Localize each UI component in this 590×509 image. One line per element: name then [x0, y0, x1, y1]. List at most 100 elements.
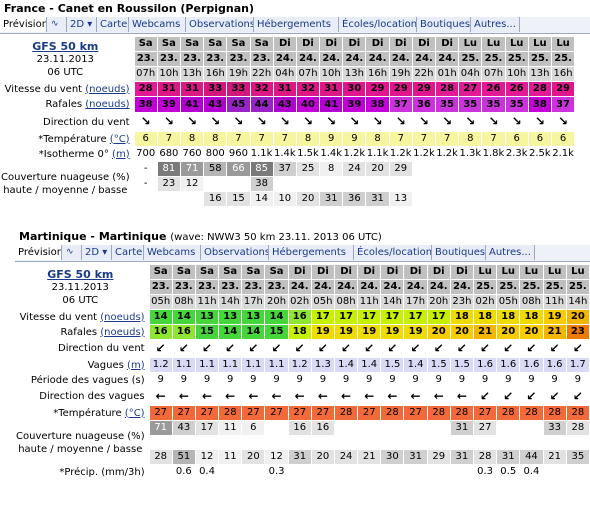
direction-cell: ↘ — [135, 113, 157, 131]
waves-value: 1.1 — [195, 358, 219, 372]
tab-boutiques[interactable]: Boutiques — [417, 17, 471, 32]
tab-autres[interactable]: Autres... — [471, 17, 520, 32]
cloud-high-value — [505, 162, 528, 176]
tab-2d[interactable]: 2D ▾ — [67, 17, 97, 32]
day-date: 24. — [320, 52, 343, 66]
cloud-mid-value: 23 — [157, 177, 180, 191]
wind-label-unit-link[interactable]: (noeuds) — [100, 311, 145, 323]
wind-label-unit-link[interactable]: (noeuds) — [85, 83, 130, 95]
tab-webcams[interactable]: Webcams — [129, 17, 186, 32]
temperature-value: 8 — [459, 132, 482, 146]
temperature-value: 27 — [172, 406, 195, 420]
tab-boutiques[interactable]: Boutiques — [432, 245, 486, 260]
precipitation-value — [289, 465, 311, 479]
temp-label-unit-link[interactable]: (°C) — [109, 133, 130, 145]
forecast-hour: 20h — [265, 295, 288, 309]
cloud-high-value: 25 — [296, 162, 320, 176]
direction-cell: ↙ — [520, 388, 542, 405]
tab-webcams[interactable]: Webcams — [144, 245, 201, 260]
tab-2d[interactable]: 2D ▾ — [82, 245, 112, 260]
tab-prevision[interactable]: Prévision — [15, 245, 62, 260]
wind-speed-value: 26 — [482, 82, 505, 96]
arrow-left-icon: ← — [387, 388, 398, 403]
direction-cell: ↘ — [320, 113, 342, 131]
precipitation-value — [567, 465, 589, 479]
gusts-label-unit-link[interactable]: (noeuds) — [100, 326, 145, 338]
wind-speed-value: 31 — [320, 82, 343, 96]
cloud-mid-value — [265, 436, 288, 449]
wind-speed-value: 17 — [358, 310, 381, 324]
day-date: 24. — [334, 280, 358, 294]
cloud-high-value: 27 — [474, 421, 497, 435]
cloud-low-value — [180, 192, 204, 206]
tab-ecoles[interactable]: Écoles/location — [339, 17, 417, 32]
tab-graph[interactable]: ∿ — [47, 17, 67, 32]
waves-label-unit-link[interactable]: (m) — [127, 359, 145, 371]
wave-period-value: 9 — [250, 374, 257, 385]
cloud-mid-value — [474, 436, 497, 449]
gusts-label-label-text: Rafales — [60, 326, 98, 338]
day-date: 25. — [551, 52, 575, 66]
day-date: 24. — [436, 52, 459, 66]
model-link[interactable]: GFS 50 km — [32, 39, 99, 53]
model-info: GFS 50 km 23.11.2013 06 UTC — [1, 37, 134, 81]
spot-name: Martinique - Martinique — [19, 230, 167, 243]
forecast-panel-martinique: Martinique - Martinique (wave: NWW3 50 k… — [15, 228, 590, 509]
direction-cell: ↙ — [520, 340, 542, 357]
iso-label-unit-link[interactable]: (m) — [112, 148, 130, 160]
isotherm-value: 700 — [136, 148, 156, 159]
cloud-high-value — [265, 421, 288, 435]
gusts-value: 14 — [219, 325, 242, 339]
wind-speed-value: 29 — [366, 82, 389, 96]
tab-ecoles[interactable]: Écoles/location — [354, 245, 432, 260]
cloud-low-value: 31 — [497, 450, 520, 464]
cloud-high-value: 33 — [543, 421, 566, 435]
isotherm-value: 1.1k — [366, 148, 389, 159]
gusts-value: 20 — [427, 325, 450, 339]
cloud-high-value — [358, 421, 381, 435]
temperature-value: 27 — [358, 406, 381, 420]
cloud-mid-value — [219, 436, 242, 449]
tab-hebergements[interactable]: Hébergements — [254, 17, 339, 32]
temperature-value: 7 — [389, 132, 412, 146]
temp-label-unit-link[interactable]: (°C) — [124, 407, 145, 419]
isotherm-value: 1.4k — [320, 148, 343, 159]
forecast-hour: 10h — [320, 67, 343, 81]
cloud-low-value: 10 — [273, 192, 296, 206]
forecast-table: GFS 50 km 23.11.2013 06 UTC Sa Sa Sa Sa Sa Sa Di D… — [15, 264, 590, 480]
wave-period-value: 9 — [481, 374, 489, 385]
tab-observations[interactable]: Observations — [201, 245, 269, 260]
tab-carte[interactable]: Carte — [112, 245, 144, 260]
day-date: 24. — [288, 280, 311, 294]
isotherm-value: 1.2k — [436, 148, 458, 159]
arrow-down-left-icon: ↙ — [317, 340, 328, 355]
model-link[interactable]: GFS 50 km — [47, 267, 114, 281]
model-info: GFS 50 km 23.11.2013 06 UTC — [16, 265, 149, 309]
tab-bar: Prévision ∿ 2D ▾ Carte Webcams Observations Hé… — [0, 17, 590, 34]
direction-cell: ↙ — [497, 388, 519, 405]
cloud-high-value: 16 — [288, 421, 311, 435]
gusts-value: 19 — [311, 325, 334, 339]
direction-cell: ← — [381, 388, 403, 405]
temperature-row: *Température (°C) 27 27 27 28 27 27 27 27 28 27 28 2… — [16, 406, 589, 420]
arrow-down-right-icon: ↘ — [488, 114, 499, 128]
waves-value: 1.4 — [358, 358, 381, 372]
direction-cell: ↘ — [436, 113, 458, 131]
tab-hebergements[interactable]: Hébergements — [269, 245, 354, 260]
wind-label-label-text: Vitesse du vent — [19, 311, 98, 323]
isotherm-value: 2.5k — [529, 148, 551, 159]
day-name: Di — [381, 265, 404, 279]
day-name: Sa — [157, 37, 180, 51]
direction-cell: ↙ — [312, 340, 334, 357]
cloud-low-value: 11 — [219, 450, 242, 464]
waves-value: 1.6 — [474, 358, 497, 372]
tab-prevision[interactable]: Prévision — [0, 17, 47, 32]
tab-graph[interactable]: ∿ — [62, 245, 82, 260]
model-run: 06 UTC — [47, 66, 84, 78]
tab-autres[interactable]: Autres... — [486, 245, 535, 260]
gusts-value: 19 — [358, 325, 381, 339]
day-date: 24. — [273, 52, 296, 66]
tab-observations[interactable]: Observations — [186, 17, 254, 32]
gusts-label-unit-link[interactable]: (noeuds) — [85, 99, 130, 110]
tab-carte[interactable]: Carte — [97, 17, 129, 32]
